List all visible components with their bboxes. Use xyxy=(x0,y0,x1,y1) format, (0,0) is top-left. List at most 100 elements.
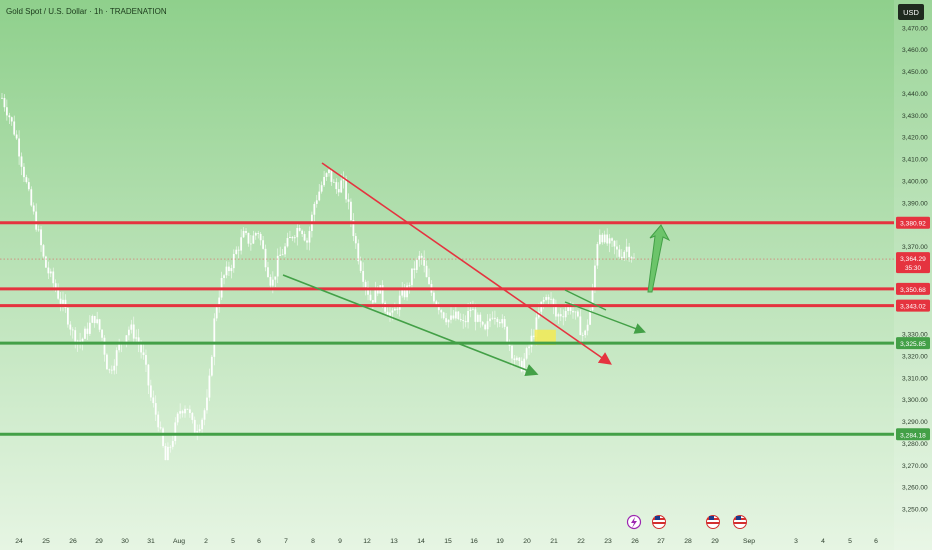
candle-body xyxy=(157,414,160,428)
candle-body xyxy=(335,182,338,190)
event-markers xyxy=(626,514,747,530)
candle-body xyxy=(406,285,408,298)
candle-body xyxy=(559,314,562,317)
candle-body xyxy=(464,321,467,323)
candle-body xyxy=(1,97,3,99)
candle-body xyxy=(5,107,8,116)
candle-body xyxy=(289,237,291,239)
candle-body xyxy=(525,348,528,359)
candle-body xyxy=(149,385,152,398)
candle-body xyxy=(208,375,211,398)
candle-body xyxy=(579,316,582,336)
currency-button[interactable] xyxy=(898,4,924,20)
candle-body xyxy=(247,232,250,244)
x-tick-label: 7 xyxy=(284,538,288,545)
candle-body xyxy=(269,276,272,286)
candle-body xyxy=(308,231,311,243)
price-line-badge xyxy=(896,428,930,441)
candle-body xyxy=(320,185,323,192)
candle-body xyxy=(135,337,138,339)
x-tick-label: 8 xyxy=(311,538,315,545)
candle-body xyxy=(81,338,84,344)
candle-body xyxy=(545,297,548,300)
candle-body xyxy=(159,427,162,429)
candle-body xyxy=(252,235,255,244)
candle-body xyxy=(498,322,501,324)
candle-body xyxy=(542,299,545,302)
candle-body xyxy=(32,205,35,212)
y-tick-label: 3,280.00 xyxy=(902,441,928,448)
candle-body xyxy=(445,318,448,323)
price-line-label: 3,284.18 xyxy=(900,432,926,439)
currency-label[interactable]: USD xyxy=(903,8,919,17)
candle-body xyxy=(484,324,487,330)
candle-body xyxy=(98,319,101,330)
candle-body xyxy=(64,299,67,308)
x-tick-label: 24 xyxy=(15,538,23,545)
candle-body xyxy=(591,288,594,311)
y-tick-label: 3,260.00 xyxy=(902,485,928,492)
candle-body xyxy=(230,268,233,272)
candle-body xyxy=(535,317,538,337)
candle-body xyxy=(616,246,618,250)
candle-body xyxy=(598,234,601,245)
candle-body xyxy=(191,412,194,420)
candle-body xyxy=(69,324,72,330)
candle-body xyxy=(276,255,279,277)
candle-body xyxy=(415,259,418,270)
candle-body xyxy=(389,312,391,316)
candle-body xyxy=(584,330,587,336)
candle-body xyxy=(479,314,482,322)
price-axis-panel xyxy=(894,0,932,550)
candle-body xyxy=(54,283,57,290)
y-tick-label: 3,460.00 xyxy=(902,47,928,54)
price-lines: 3,380.92 3,350.68 3,343.02 3,325.85 3,284.18… xyxy=(0,216,930,441)
candle-body xyxy=(367,287,369,295)
candle-body xyxy=(93,315,96,324)
candle-body xyxy=(332,181,335,183)
candle-body xyxy=(423,257,426,266)
candle-body xyxy=(345,178,347,200)
candle-body xyxy=(313,203,316,215)
candle-body xyxy=(437,304,440,311)
y-tick-label: 3,370.00 xyxy=(902,244,928,251)
x-tick-label: 6 xyxy=(257,538,261,545)
candle-body xyxy=(413,268,416,270)
candle-body xyxy=(596,244,599,266)
current-price-label: 3,364.29 xyxy=(900,256,926,263)
candle-body xyxy=(49,271,52,274)
y-tick-label: 3,250.00 xyxy=(902,507,928,514)
x-tick-label: 14 xyxy=(417,538,425,545)
y-tick-label: 3,300.00 xyxy=(902,397,928,404)
candle-body xyxy=(237,249,240,251)
x-tick-label: 12 xyxy=(363,538,371,545)
candle-body xyxy=(235,249,238,254)
candle-body xyxy=(298,227,301,231)
candle-body xyxy=(103,337,106,355)
candle-body xyxy=(125,335,128,342)
candle-body xyxy=(384,302,387,312)
candle-body xyxy=(572,310,574,313)
candle-body xyxy=(418,255,421,260)
candle-body xyxy=(337,189,340,193)
candle-body xyxy=(569,305,572,311)
candle-body xyxy=(491,317,494,319)
candle-body xyxy=(3,97,6,108)
candle-body xyxy=(179,411,182,414)
candle-body xyxy=(442,312,445,319)
downtrend-line-red xyxy=(321,162,612,365)
candle-body xyxy=(257,233,260,234)
candle-body xyxy=(232,253,235,269)
candle-body xyxy=(574,311,577,313)
candle-body xyxy=(8,115,11,118)
candle-body xyxy=(330,169,333,182)
channel-line-lower xyxy=(564,301,646,334)
candle-body xyxy=(528,346,530,349)
candle-body xyxy=(467,310,469,323)
candle-body xyxy=(386,311,389,316)
candle-body xyxy=(630,257,633,259)
candle-body xyxy=(401,289,404,296)
y-tick-label: 3,450.00 xyxy=(902,69,928,76)
candle-body xyxy=(393,308,396,311)
